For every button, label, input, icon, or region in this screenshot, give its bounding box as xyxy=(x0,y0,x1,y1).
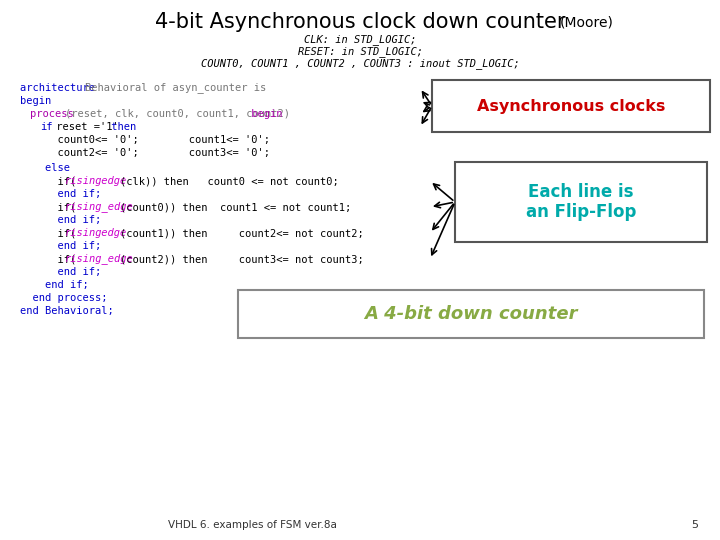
Bar xyxy=(238,290,704,338)
Text: count0<= '0';        count1<= '0';: count0<= '0'; count1<= '0'; xyxy=(20,135,270,145)
Text: CLK: in STD_LOGIC;: CLK: in STD_LOGIC; xyxy=(304,35,416,45)
Text: 5: 5 xyxy=(691,520,698,530)
Text: then: then xyxy=(105,122,136,132)
Text: if(: if( xyxy=(20,228,76,238)
Text: if(: if( xyxy=(20,254,76,264)
Text: Asynchronous clocks: Asynchronous clocks xyxy=(477,98,665,113)
Text: rising_edge: rising_edge xyxy=(65,254,134,265)
Text: begin: begin xyxy=(20,96,51,106)
Text: if(: if( xyxy=(20,202,76,212)
Text: rising: rising xyxy=(65,228,102,238)
Text: edge: edge xyxy=(95,176,126,186)
Text: rising_edge: rising_edge xyxy=(65,201,134,212)
Text: (count1)) then     count2<= not count2;: (count1)) then count2<= not count2; xyxy=(120,228,364,238)
Text: if: if xyxy=(40,122,53,132)
Text: end if;: end if; xyxy=(20,241,102,251)
Text: A 4-bit down counter: A 4-bit down counter xyxy=(364,305,577,323)
Text: else: else xyxy=(20,163,70,173)
Bar xyxy=(455,162,707,242)
Text: end if;: end if; xyxy=(20,280,89,290)
Text: 4-bit Asynchronous clock down counter: 4-bit Asynchronous clock down counter xyxy=(155,12,565,32)
Text: if(: if( xyxy=(20,176,76,186)
Text: (clk)) then   count0 <= not count0;: (clk)) then count0 <= not count0; xyxy=(120,176,338,186)
Text: Each line is
an Flip-Flop: Each line is an Flip-Flop xyxy=(526,183,636,221)
Text: end if;: end if; xyxy=(20,267,102,277)
Text: Behavioral of asyn_counter is: Behavioral of asyn_counter is xyxy=(85,83,266,93)
Text: architecture: architecture xyxy=(20,83,102,93)
Text: end if;: end if; xyxy=(20,189,102,199)
Text: begin: begin xyxy=(245,109,282,119)
Text: process: process xyxy=(30,109,73,119)
Text: (reset, clk, count0, count1, count2): (reset, clk, count0, count1, count2) xyxy=(65,109,290,119)
Text: (count2)) then     count3<= not count3;: (count2)) then count3<= not count3; xyxy=(120,254,364,264)
Text: (Moore): (Moore) xyxy=(560,15,614,29)
Text: end if;: end if; xyxy=(20,215,102,225)
Text: COUNT0, COUNT1 , COUNT2 , COUNT3 : inout STD_LOGIC;: COUNT0, COUNT1 , COUNT2 , COUNT3 : inout… xyxy=(201,58,519,70)
Text: reset ='1': reset ='1' xyxy=(50,122,119,132)
Text: VHDL 6. examples of FSM ver.8a: VHDL 6. examples of FSM ver.8a xyxy=(168,520,336,530)
Bar xyxy=(432,80,710,132)
Text: end Behavioral;: end Behavioral; xyxy=(20,306,114,316)
Text: rising: rising xyxy=(65,176,102,186)
Text: edge: edge xyxy=(95,228,126,238)
Text: (count0)) then  count1 <= not count1;: (count0)) then count1 <= not count1; xyxy=(120,202,351,212)
Text: end process;: end process; xyxy=(20,293,107,303)
Text: RESET: in STD_LOGIC;: RESET: in STD_LOGIC; xyxy=(297,46,423,57)
Text: count2<= '0';        count3<= '0';: count2<= '0'; count3<= '0'; xyxy=(20,148,270,158)
